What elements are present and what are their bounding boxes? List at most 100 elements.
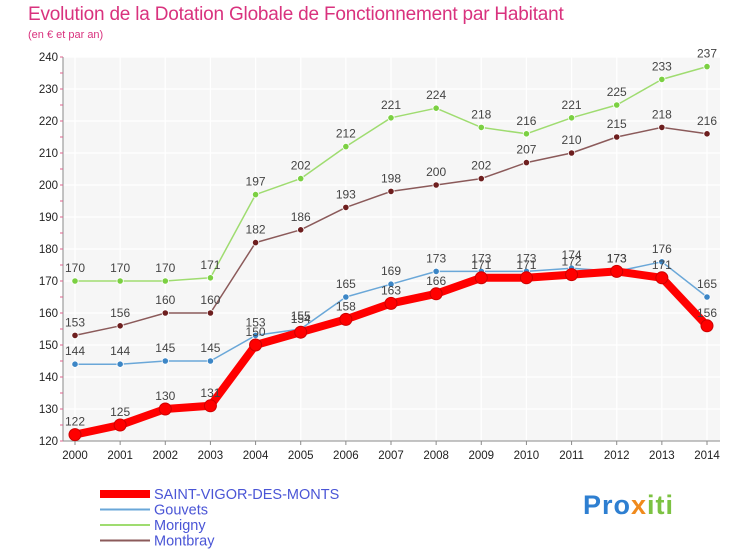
data-label: 233 bbox=[652, 59, 672, 73]
data-point bbox=[432, 104, 440, 112]
data-label: 216 bbox=[516, 114, 536, 128]
data-label: 158 bbox=[336, 299, 356, 313]
data-point bbox=[387, 114, 395, 122]
data-point bbox=[477, 175, 485, 183]
data-point bbox=[522, 130, 531, 138]
data-label: 170 bbox=[155, 261, 175, 275]
data-label: 216 bbox=[697, 114, 717, 128]
x-tick-label: 2012 bbox=[604, 450, 630, 462]
y-tick-label: 220 bbox=[39, 116, 58, 128]
data-point bbox=[161, 277, 169, 285]
data-label: 166 bbox=[426, 274, 446, 288]
data-point bbox=[294, 325, 308, 339]
data-label: 154 bbox=[291, 312, 311, 326]
data-point bbox=[658, 75, 666, 84]
data-label: 125 bbox=[110, 405, 130, 419]
data-label: 215 bbox=[607, 117, 627, 131]
data-label: 171 bbox=[200, 258, 220, 272]
data-label: 198 bbox=[381, 171, 401, 185]
data-label: 156 bbox=[697, 306, 717, 320]
data-label: 173 bbox=[516, 251, 536, 265]
y-tick-label: 210 bbox=[39, 148, 58, 160]
data-label: 155 bbox=[291, 309, 311, 323]
data-point bbox=[432, 267, 440, 275]
x-tick-label: 2001 bbox=[107, 450, 133, 462]
data-label: 160 bbox=[155, 293, 175, 307]
data-point bbox=[203, 399, 217, 413]
data-label: 200 bbox=[426, 165, 446, 179]
x-tick-label: 2002 bbox=[152, 450, 178, 462]
data-point bbox=[700, 319, 714, 333]
x-tick-label: 2008 bbox=[423, 450, 449, 462]
data-point bbox=[116, 360, 124, 368]
data-point bbox=[161, 357, 169, 365]
data-point bbox=[71, 360, 79, 368]
data-label: 156 bbox=[110, 306, 130, 320]
data-point bbox=[342, 293, 350, 301]
data-point bbox=[387, 280, 395, 288]
data-label: 212 bbox=[336, 127, 356, 141]
y-tick-label: 140 bbox=[39, 372, 58, 384]
x-tick-label: 2009 bbox=[468, 450, 494, 462]
data-label: 218 bbox=[471, 107, 491, 121]
data-point bbox=[429, 287, 443, 301]
y-tick-label: 130 bbox=[39, 404, 58, 416]
data-label: 210 bbox=[562, 133, 582, 147]
data-label: 169 bbox=[381, 264, 401, 278]
data-label: 221 bbox=[562, 98, 582, 112]
data-point bbox=[613, 101, 621, 109]
data-point bbox=[522, 159, 531, 167]
data-point bbox=[251, 191, 260, 199]
data-point bbox=[703, 62, 711, 71]
data-point bbox=[432, 181, 440, 189]
data-label: 171 bbox=[652, 258, 672, 272]
data-point bbox=[613, 133, 621, 141]
x-tick-label: 2004 bbox=[243, 450, 269, 462]
data-point bbox=[565, 268, 579, 282]
data-label: 171 bbox=[516, 258, 536, 272]
data-point bbox=[703, 130, 711, 138]
data-label: 171 bbox=[471, 258, 491, 272]
data-label: 165 bbox=[697, 277, 717, 291]
data-label: 170 bbox=[110, 261, 130, 275]
data-point bbox=[206, 357, 215, 365]
data-point bbox=[474, 271, 488, 285]
data-point bbox=[519, 271, 533, 285]
proxiti-logo: Proxiti bbox=[583, 490, 675, 520]
data-label: 170 bbox=[65, 261, 85, 275]
legend-label: Gouvets bbox=[154, 503, 208, 519]
data-point bbox=[339, 312, 353, 326]
y-tick-label: 190 bbox=[39, 212, 58, 224]
data-point bbox=[68, 428, 82, 442]
x-tick-label: 2013 bbox=[649, 450, 675, 462]
data-label: 224 bbox=[426, 88, 446, 102]
data-label: 202 bbox=[291, 159, 311, 173]
x-tick-label: 2011 bbox=[559, 450, 584, 462]
data-point bbox=[342, 143, 350, 151]
data-label: 163 bbox=[381, 283, 401, 297]
data-label: 218 bbox=[652, 107, 672, 121]
chart-subtitle: (en € et par an) bbox=[28, 29, 104, 41]
x-tick-label: 2000 bbox=[62, 450, 88, 462]
data-label: 186 bbox=[291, 210, 311, 224]
data-label: 160 bbox=[200, 293, 220, 307]
data-label: 153 bbox=[246, 315, 266, 329]
data-point bbox=[116, 322, 124, 330]
chart-title: Evolution de la Dotation Globale de Fonc… bbox=[28, 4, 564, 25]
data-label: 193 bbox=[336, 187, 356, 201]
legend-label: Morigny bbox=[154, 518, 206, 534]
data-label: 182 bbox=[246, 223, 266, 237]
data-label: 153 bbox=[65, 315, 85, 329]
data-point bbox=[206, 274, 215, 282]
data-label: 150 bbox=[246, 325, 266, 339]
data-point bbox=[655, 271, 669, 285]
data-point bbox=[206, 309, 215, 317]
y-tick-label: 180 bbox=[39, 244, 58, 256]
data-label: 173 bbox=[471, 251, 491, 265]
data-label: 145 bbox=[155, 341, 175, 355]
data-label: 130 bbox=[155, 389, 175, 403]
data-point bbox=[567, 149, 576, 157]
x-tick-label: 2003 bbox=[198, 450, 224, 462]
data-point bbox=[703, 293, 711, 301]
